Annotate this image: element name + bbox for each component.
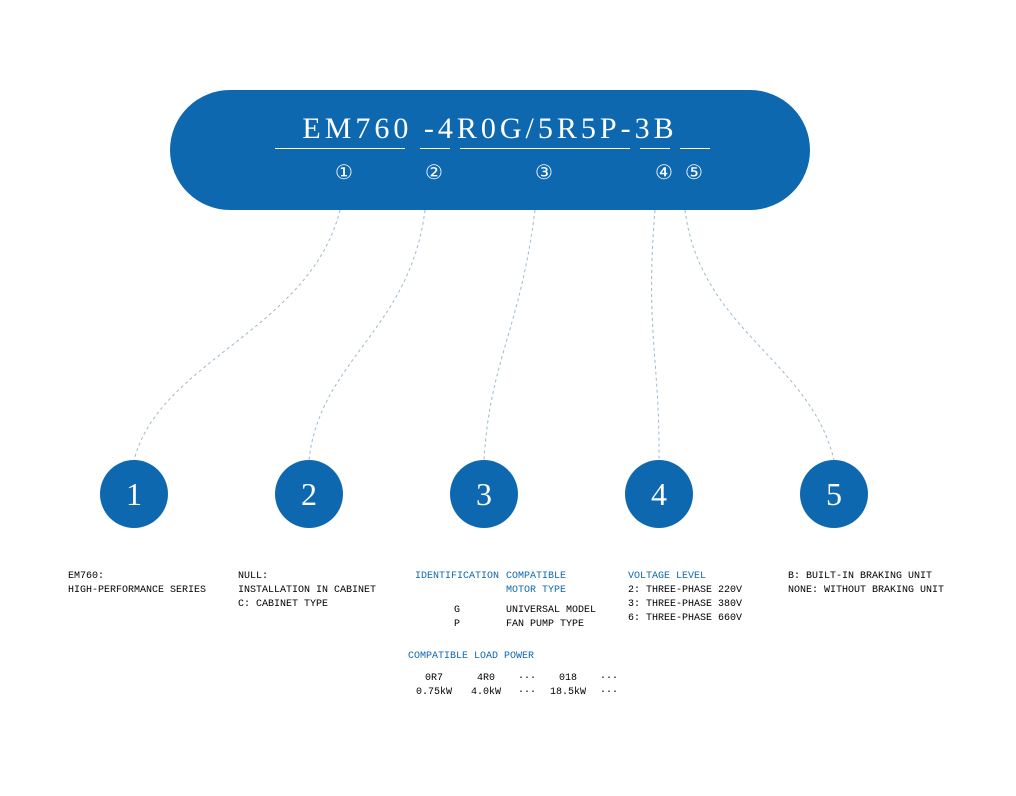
power-cell: 4R0: [460, 672, 512, 686]
underline-segment: [680, 148, 710, 149]
cell-type: FAN PUMP TYPE: [506, 618, 584, 632]
load-power-row-kw: 0.75kW4.0kW···18.5kW···: [408, 686, 624, 700]
text-line: HIGH-PERFORMANCE SERIES: [68, 584, 206, 598]
section-2-text: NULL:INSTALLATION IN CABINETC: CABINET T…: [238, 570, 376, 612]
power-cell: 18.5kW: [542, 686, 594, 700]
power-cell: 0R7: [408, 672, 460, 686]
pill-marker-5: ⑤: [685, 160, 703, 185]
power-cell: ···: [512, 672, 542, 686]
section-1-text: EM760:HIGH-PERFORMANCE SERIES: [68, 570, 206, 598]
cell-id: P: [408, 618, 506, 632]
circle-5: 5: [800, 460, 868, 528]
text-line: EM760:: [68, 570, 206, 584]
table-row: PFAN PUMP TYPE: [408, 618, 624, 632]
text-line: C: CABINET TYPE: [238, 598, 376, 612]
pill-marker-2: ②: [425, 160, 443, 185]
text-line: 6: THREE-PHASE 660V: [628, 612, 742, 626]
section-5-text: B: BUILT-IN BRAKING UNITNONE: WITHOUT BR…: [788, 570, 944, 598]
section-4-text: VOLTAGE LEVEL 2: THREE-PHASE 220V3: THRE…: [628, 570, 742, 626]
col-identification-header: IDENTIFICATION: [408, 570, 506, 598]
motor-type-table: IDENTIFICATION COMPATIBLE MOTOR TYPE GUN…: [408, 570, 624, 632]
cell-id: G: [408, 604, 506, 618]
text-line: VOLTAGE LEVEL: [628, 570, 742, 584]
power-cell: ···: [512, 686, 542, 700]
pill-marker-4: ④: [655, 160, 673, 185]
circle-2: 2: [275, 460, 343, 528]
section-3-tables: IDENTIFICATION COMPATIBLE MOTOR TYPE GUN…: [408, 570, 624, 700]
text-line: 3: THREE-PHASE 380V: [628, 598, 742, 612]
text-line: 2: THREE-PHASE 220V: [628, 584, 742, 598]
underline-segment: [275, 148, 405, 149]
cell-type: UNIVERSAL MODEL: [506, 604, 596, 618]
power-cell: 0.75kW: [408, 686, 460, 700]
text-line: B: BUILT-IN BRAKING UNIT: [788, 570, 944, 584]
pill-underlines: [170, 148, 810, 150]
model-code-text: EM760 -4R0G/5R5P-3B: [170, 90, 810, 146]
power-cell: ···: [594, 686, 624, 700]
table-row: GUNIVERSAL MODEL: [408, 604, 624, 618]
underline-segment: [640, 148, 670, 149]
model-code-pill: EM760 -4R0G/5R5P-3B ① ② ③ ④⑤: [170, 90, 810, 210]
text-line: INSTALLATION IN CABINET: [238, 584, 376, 598]
power-cell: 018: [542, 672, 594, 686]
load-power-header: COMPATIBLE LOAD POWER: [408, 650, 624, 664]
pill-marker-3: ③: [535, 160, 553, 185]
text-line: NULL:: [238, 570, 376, 584]
power-cell: 4.0kW: [460, 686, 512, 700]
circle-3: 3: [450, 460, 518, 528]
load-power-row-codes: 0R74R0···018···: [408, 672, 624, 686]
underline-segment: [420, 148, 450, 149]
circle-4: 4: [625, 460, 693, 528]
text-line: NONE: WITHOUT BRAKING UNIT: [788, 584, 944, 598]
pill-marker-1: ①: [335, 160, 353, 185]
col-motor-type-header: COMPATIBLE MOTOR TYPE: [506, 570, 586, 598]
underline-segment: [460, 148, 630, 149]
circle-1: 1: [100, 460, 168, 528]
power-cell: ···: [594, 672, 624, 686]
